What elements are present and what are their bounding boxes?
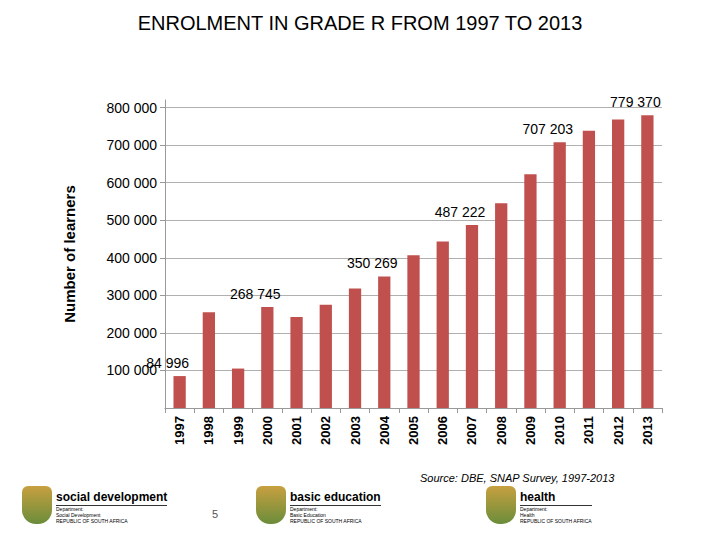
svg-text:1998: 1998: [201, 416, 216, 445]
svg-text:2011: 2011: [581, 416, 596, 444]
html-text:basic education: basic education: [290, 490, 381, 504]
html-text:Department:: Department:: [56, 506, 84, 512]
svg-text:268 745: 268 745: [230, 286, 281, 302]
html-text:social development: social development: [56, 490, 168, 504]
svg-text:300 000: 300 000: [106, 287, 157, 303]
svg-text:2005: 2005: [406, 416, 421, 445]
svg-text:1997: 1997: [172, 416, 187, 445]
svg-text:700 000: 700 000: [106, 137, 157, 153]
svg-text:2007: 2007: [464, 416, 479, 445]
svg-text:2003: 2003: [348, 416, 363, 445]
svg-text:200 000: 200 000: [106, 325, 157, 341]
svg-text:84 996: 84 996: [146, 355, 189, 371]
svg-text:500 000: 500 000: [106, 212, 157, 228]
html-text:5: 5: [212, 508, 219, 520]
svg-text:600 000: 600 000: [106, 175, 157, 191]
html-text:Health: Health: [520, 512, 535, 518]
html-text:Department:: Department:: [290, 506, 318, 512]
svg-text:2008: 2008: [494, 416, 509, 445]
svg-text:2012: 2012: [611, 416, 626, 445]
svg-text:487 222: 487 222: [435, 204, 486, 220]
svg-text:2006: 2006: [435, 416, 450, 445]
html-text:REPUBLIC OF SOUTH AFRICA: REPUBLIC OF SOUTH AFRICA: [290, 518, 362, 524]
svg-text:2009: 2009: [523, 416, 538, 445]
svg-text:707 203: 707 203: [522, 121, 573, 137]
svg-text:Number of learners: Number of learners: [61, 185, 78, 323]
svg-text:779 370: 779 370: [610, 94, 661, 110]
svg-text:2010: 2010: [552, 416, 567, 445]
svg-text:2002: 2002: [318, 416, 333, 445]
svg-text:400 000: 400 000: [106, 250, 157, 266]
html-text:Basic Education: Basic Education: [290, 512, 326, 518]
html-text:Department:: Department:: [520, 506, 548, 512]
html-text:REPUBLIC OF SOUTH AFRICA: REPUBLIC OF SOUTH AFRICA: [56, 518, 128, 524]
html-text:Social Development: Social Development: [56, 512, 101, 518]
svg-text:2001: 2001: [289, 416, 304, 445]
svg-text:800 000: 800 000: [106, 100, 157, 116]
svg-text:100 000: 100 000: [106, 362, 157, 379]
svg-text:1999: 1999: [231, 416, 246, 445]
html-text:health: health: [520, 490, 556, 504]
html-text:Source: DBE, SNAP Survey, 1997: Source: DBE, SNAP Survey, 1997-2013: [420, 472, 615, 484]
svg-text:ENROLMENT IN GRADE R FROM 1997: ENROLMENT IN GRADE R FROM 1997 TO 2013: [138, 12, 583, 34]
svg-text:2004: 2004: [377, 415, 392, 445]
svg-text:2000: 2000: [260, 416, 275, 445]
svg-text:350 269: 350 269: [347, 255, 398, 271]
html-text:REPUBLIC OF SOUTH AFRICA: REPUBLIC OF SOUTH AFRICA: [520, 518, 592, 524]
svg-text:2013: 2013: [640, 416, 655, 445]
